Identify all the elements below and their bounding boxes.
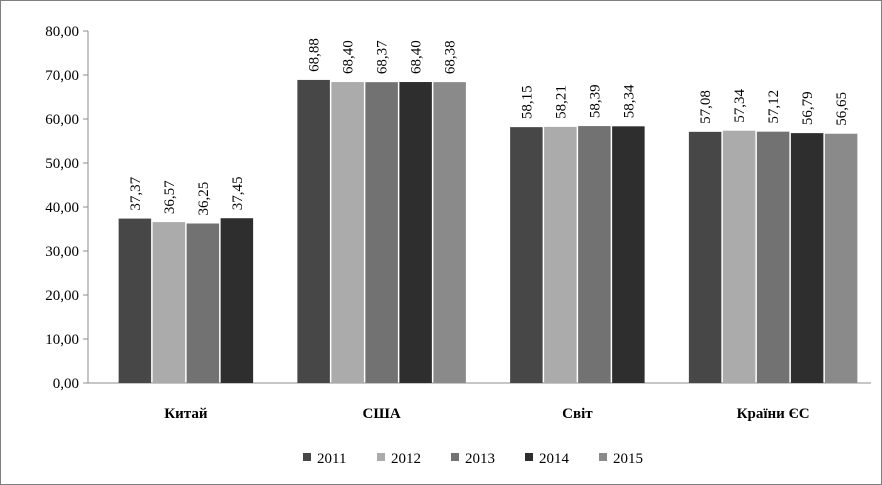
- legend-label: 2012: [391, 451, 421, 467]
- bar-2012-0: [152, 222, 186, 383]
- bar-2013-3: [756, 131, 790, 383]
- data-label: 57,08: [698, 90, 714, 124]
- legend-label: 2014: [539, 451, 570, 467]
- bar-2012-1: [331, 82, 364, 383]
- y-tick-label: 80,00: [45, 24, 79, 40]
- data-label: 58,15: [519, 85, 535, 119]
- data-label: 56,79: [800, 91, 816, 125]
- bar-2014-2: [612, 126, 645, 383]
- legend-swatch-2012: [377, 453, 385, 461]
- y-tick-label: 30,00: [45, 244, 79, 260]
- bar-2012-3: [722, 130, 756, 383]
- data-label: 58,21: [553, 85, 569, 119]
- data-label: 37,37: [128, 176, 144, 210]
- data-label: 57,12: [766, 90, 782, 124]
- category-label: Світ: [562, 406, 593, 422]
- data-label: 58,34: [621, 84, 637, 118]
- category-label: Китай: [164, 406, 208, 422]
- y-tick-label: 20,00: [45, 288, 79, 304]
- legend-swatch-2013: [451, 453, 459, 461]
- y-ticks: 0,00 10,00 20,00 30,00 40,00 50,00 60,00 70,00 8…: [45, 24, 88, 392]
- legend-label: 2015: [613, 451, 643, 467]
- legend-label: 2013: [465, 451, 495, 467]
- data-labels: 37,37 36,57 36,25 37,45 68,88 68,40 68,37 68,40…: [128, 38, 850, 215]
- bar-2014-3: [790, 133, 824, 383]
- y-tick-label: 10,00: [45, 332, 79, 348]
- data-label: 68,38: [443, 40, 459, 74]
- bar-2011-3: [688, 131, 722, 383]
- data-label: 68,40: [409, 40, 425, 74]
- data-label: 57,34: [732, 88, 748, 122]
- category-label: США: [363, 406, 401, 422]
- bar-2013-1: [365, 82, 398, 383]
- data-label: 36,57: [162, 180, 178, 214]
- y-tick-label: 50,00: [45, 156, 79, 172]
- legend-swatch-2014: [525, 453, 533, 461]
- data-label: 37,45: [230, 176, 246, 210]
- bar-2014-1: [399, 82, 432, 383]
- category-labels: Китай США Світ Країни ЄС: [164, 406, 809, 422]
- y-tick-label: 40,00: [45, 200, 79, 216]
- legend-label: 2011: [317, 451, 346, 467]
- y-tick-label: 60,00: [45, 112, 79, 128]
- bar-2011-2: [510, 127, 543, 383]
- bar-2013-2: [578, 126, 611, 384]
- category-label: Країни ЄС: [737, 406, 810, 422]
- bar-2015-3: [824, 133, 858, 383]
- bar-2013-0: [186, 223, 220, 383]
- bar-2014-0: [220, 218, 254, 383]
- bars: [118, 79, 858, 384]
- y-tick-label: 70,00: [45, 68, 79, 84]
- data-label: 56,65: [834, 92, 850, 126]
- legend-swatch-2015: [599, 453, 607, 461]
- data-label: 68,88: [307, 38, 323, 72]
- y-tick-label: 0,00: [53, 376, 79, 392]
- data-label: 58,39: [587, 84, 603, 118]
- legend: 2011 2012 2013 2014 2015: [303, 451, 643, 467]
- legend-swatch-2011: [303, 453, 311, 461]
- data-label: 68,40: [341, 40, 357, 74]
- data-label: 68,37: [375, 40, 391, 74]
- bar-2011-1: [297, 79, 330, 383]
- bar-2011-0: [118, 218, 152, 383]
- bar-2015-1: [433, 82, 466, 384]
- data-label: 36,25: [196, 182, 212, 216]
- bar-2012-2: [544, 126, 577, 383]
